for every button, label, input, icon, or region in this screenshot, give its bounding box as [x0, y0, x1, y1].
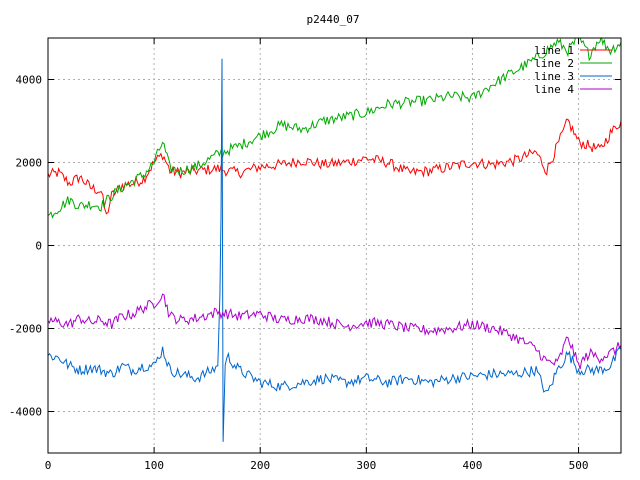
legend-label: line 2	[534, 57, 574, 70]
grid-lines	[48, 38, 621, 453]
legend-label: line 4	[534, 83, 574, 96]
axis-ticks: 0 100 200 300 400 500 -4000 -2000 0 2000 4000	[9, 38, 621, 472]
series-group	[48, 38, 621, 442]
x-tick-label: 500	[569, 459, 589, 472]
y-tick-label: 2000	[16, 157, 43, 170]
x-tick-label: 100	[144, 459, 164, 472]
series-line-1	[48, 118, 621, 215]
legend-label: line 1	[534, 44, 574, 57]
series-line-2	[48, 38, 621, 219]
y-tick-label: 0	[35, 240, 42, 253]
chart-title: p2440_07	[307, 13, 360, 26]
x-tick-label: 300	[356, 459, 376, 472]
x-tick-label: 200	[250, 459, 270, 472]
y-tick-label: -2000	[9, 323, 42, 336]
series-line-3	[48, 58, 621, 442]
y-tick-label: 4000	[16, 74, 43, 87]
x-tick-label: 0	[45, 459, 52, 472]
y-tick-label: -4000	[9, 406, 42, 419]
legend-label: line 3	[534, 70, 574, 83]
x-tick-label: 400	[463, 459, 483, 472]
series-line-4	[48, 293, 621, 370]
